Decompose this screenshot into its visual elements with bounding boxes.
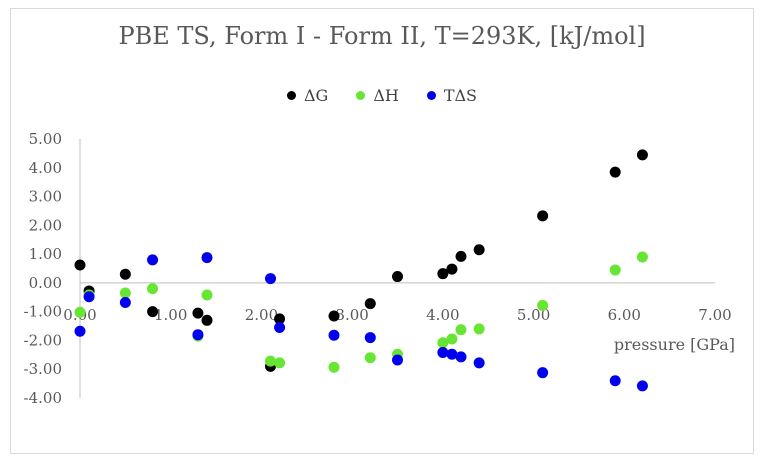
data-point-t-delta-s bbox=[328, 329, 340, 341]
legend-item-delta-g: ΔG bbox=[286, 86, 329, 105]
chart-area bbox=[10, 8, 754, 454]
data-point-delta-g bbox=[609, 166, 621, 178]
y-tick-label: -1.00 bbox=[24, 303, 62, 321]
y-tick-label: -4.00 bbox=[24, 389, 62, 407]
data-point-delta-g bbox=[201, 314, 213, 326]
legend-label-t-delta-s: TΔS bbox=[443, 86, 478, 105]
y-tick-label: 0.00 bbox=[29, 274, 62, 292]
legend-label-delta-g: ΔG bbox=[303, 86, 329, 105]
data-point-t-delta-s bbox=[455, 351, 467, 363]
y-tick-label: -3.00 bbox=[24, 360, 62, 378]
data-point-t-delta-s bbox=[609, 375, 621, 387]
legend-marker-delta-g bbox=[286, 91, 296, 100]
y-tick-label: -2.00 bbox=[24, 331, 62, 349]
y-tick-label: 2.00 bbox=[29, 216, 62, 234]
x-tick-label: 6.00 bbox=[608, 306, 641, 324]
data-point-delta-h bbox=[201, 289, 213, 301]
data-point-t-delta-s bbox=[364, 332, 376, 344]
legend-label-delta-h: ΔH bbox=[373, 86, 399, 105]
data-point-delta-h bbox=[537, 299, 549, 311]
x-tick-label: 1.00 bbox=[154, 306, 187, 324]
data-point-delta-g bbox=[364, 298, 376, 310]
data-point-delta-g bbox=[392, 271, 403, 283]
data-point-delta-h bbox=[446, 333, 458, 345]
x-tick-label: 4.00 bbox=[426, 306, 459, 324]
x-tick-label: 2.00 bbox=[245, 306, 278, 324]
data-point-delta-g bbox=[537, 210, 549, 222]
data-point-delta-h bbox=[609, 264, 621, 276]
data-point-t-delta-s bbox=[192, 329, 204, 341]
data-point-delta-h bbox=[437, 337, 449, 349]
y-tick-label: 1.00 bbox=[29, 245, 62, 263]
data-point-delta-h bbox=[147, 283, 159, 295]
data-point-delta-h bbox=[364, 352, 376, 364]
data-point-delta-g bbox=[119, 268, 131, 280]
data-point-t-delta-s bbox=[473, 357, 485, 369]
data-point-delta-g bbox=[636, 149, 648, 161]
y-tick-label: 3.00 bbox=[29, 188, 62, 206]
data-point-delta-h bbox=[274, 357, 286, 369]
legend-item-delta-h: ΔH bbox=[356, 86, 399, 105]
data-point-t-delta-s bbox=[201, 252, 213, 264]
data-point-delta-h bbox=[265, 355, 276, 367]
data-point-t-delta-s bbox=[446, 348, 458, 360]
data-point-delta-g bbox=[473, 244, 485, 256]
legend-marker-t-delta-s bbox=[426, 91, 436, 100]
data-point-t-delta-s bbox=[74, 325, 86, 337]
data-point-t-delta-s bbox=[147, 254, 159, 266]
data-point-delta-g bbox=[192, 307, 204, 319]
data-point-t-delta-s bbox=[83, 291, 95, 303]
y-tick-label: 4.00 bbox=[29, 159, 62, 177]
data-point-delta-g bbox=[147, 306, 159, 318]
data-point-t-delta-s bbox=[537, 367, 549, 379]
chart-title: PBE TS, Form I - Form II, T=293K, [kJ/mo… bbox=[118, 22, 646, 50]
data-point-delta-h bbox=[328, 361, 340, 373]
data-point-t-delta-s bbox=[636, 380, 648, 392]
x-tick-label: 3.00 bbox=[335, 306, 368, 324]
legend-item-t-delta-s: TΔS bbox=[426, 86, 478, 105]
data-point-delta-h bbox=[636, 251, 648, 263]
data-point-delta-g bbox=[437, 268, 449, 280]
legend-marker-delta-h bbox=[356, 91, 366, 100]
data-point-delta-g bbox=[455, 250, 467, 262]
data-point-delta-g bbox=[446, 263, 458, 275]
x-tick-label: 7.00 bbox=[698, 306, 731, 324]
data-point-delta-h bbox=[473, 323, 485, 335]
data-point-t-delta-s bbox=[265, 273, 276, 285]
data-point-delta-h bbox=[119, 287, 131, 299]
data-point-delta-g bbox=[74, 259, 86, 271]
data-point-delta-g bbox=[328, 310, 340, 322]
data-point-t-delta-s bbox=[274, 321, 286, 333]
legend: ΔG ΔH TΔS bbox=[0, 86, 764, 105]
data-point-t-delta-s bbox=[392, 354, 403, 366]
x-axis-title: pressure [GPa] bbox=[614, 335, 735, 354]
data-point-delta-h bbox=[455, 324, 467, 336]
y-tick-label: 5.00 bbox=[29, 130, 62, 148]
data-point-t-delta-s bbox=[119, 296, 131, 308]
data-point-delta-h bbox=[74, 306, 86, 318]
data-point-t-delta-s bbox=[437, 347, 449, 359]
data-point-delta-g bbox=[274, 313, 286, 325]
